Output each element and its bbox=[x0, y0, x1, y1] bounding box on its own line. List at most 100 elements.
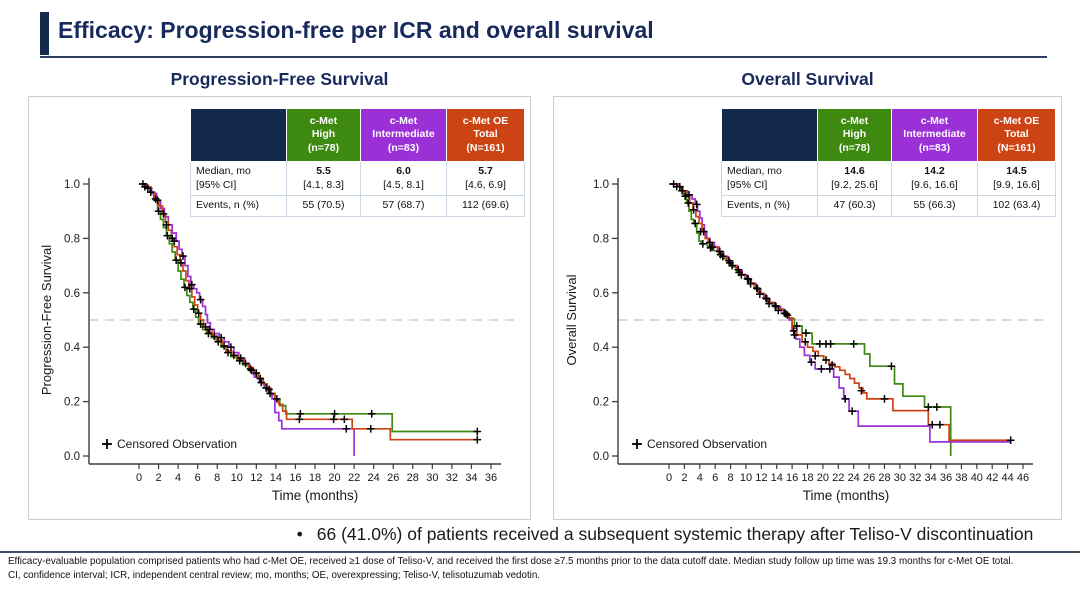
median-value-cell: 14.6 [9.2, 25.6] bbox=[817, 160, 892, 197]
row-label-median: Median, mo [95% CI] bbox=[190, 160, 287, 197]
svg-text:0: 0 bbox=[666, 472, 672, 484]
svg-text:28: 28 bbox=[878, 472, 890, 484]
svg-text:20: 20 bbox=[328, 472, 340, 484]
censored-legend: Censored Observation bbox=[102, 437, 237, 451]
table-header-c-met-intermediate-n-83: c-Met Intermediate (n=83) bbox=[360, 108, 447, 162]
censor-marks-c-met-intermediate bbox=[144, 184, 351, 433]
svg-text:1.0: 1.0 bbox=[64, 179, 80, 191]
svg-text:38: 38 bbox=[955, 472, 967, 484]
x-axis-title: Time (months) bbox=[272, 488, 359, 503]
pfs-km-plot: 0.00.20.40.60.81.00 2 4 6 8 10 12 14 16 18 20 22 24 2… bbox=[39, 178, 517, 503]
os-stats-table: c-Met High (n=78) c-Met Intermediate (n=8… bbox=[721, 108, 1056, 217]
svg-text:22: 22 bbox=[348, 472, 360, 484]
svg-text:36: 36 bbox=[485, 472, 497, 484]
footnotes: Efficacy-evaluable population comprised … bbox=[8, 556, 1072, 583]
median-value-cell: 5.7 [4.6, 6.9] bbox=[446, 160, 525, 197]
svg-text:28: 28 bbox=[407, 472, 419, 484]
table-header-c-met-intermediate-n-83: c-Met Intermediate (n=83) bbox=[891, 108, 978, 162]
x-axis: 0 2 4 6 8 10 12 14 16 18 20 22 24 26 28 30 32 34 36 38 40 42 4… bbox=[618, 463, 1033, 484]
footnote-divider bbox=[0, 551, 1080, 553]
os-km-plot: 0.00.20.40.60.81.00 2 4 6 8 10 12 14 16 18 20 22 24 2… bbox=[564, 178, 1049, 503]
x-axis-title: Time (months) bbox=[803, 488, 890, 503]
svg-text:42: 42 bbox=[986, 472, 998, 484]
svg-text:8: 8 bbox=[728, 472, 734, 484]
svg-text:0.4: 0.4 bbox=[64, 342, 81, 354]
events-value-cell: 57 (68.7) bbox=[360, 195, 447, 217]
pfs-chart-panel: 0.0 0.2 0.4 0.6 0.8 1.0 0 2 4 6 8 10 12 14 16 18 20 22 24 2… bbox=[28, 96, 531, 520]
pfs-chart-title: Progression-Free Survival bbox=[170, 69, 389, 89]
censor-marks-c-met-oe-total bbox=[672, 182, 1015, 445]
svg-text:14: 14 bbox=[771, 472, 783, 484]
bullet-text: 66 (41.0%) of patients received a subseq… bbox=[316, 524, 1034, 544]
os-chart-title: Overall Survival bbox=[741, 69, 874, 89]
table-header-c-met-high-n-78: c-Met High (n=78) bbox=[817, 108, 892, 162]
svg-text:40: 40 bbox=[971, 472, 983, 484]
row-label-events: Events, n (%) bbox=[190, 195, 287, 217]
svg-text:Censored Observation: Censored Observation bbox=[647, 437, 767, 451]
svg-text:20: 20 bbox=[817, 472, 829, 484]
events-value-cell: 47 (60.3) bbox=[817, 195, 892, 217]
svg-text:0.8: 0.8 bbox=[64, 233, 80, 245]
svg-text:10: 10 bbox=[231, 472, 243, 484]
table-header-c-met-high-n-78: c-Met High (n=78) bbox=[286, 108, 361, 162]
svg-text:18: 18 bbox=[801, 472, 813, 484]
bullet-marker: • bbox=[296, 524, 303, 544]
km-curve-c-met-oe-total bbox=[669, 183, 1011, 442]
svg-text:1.0: 1.0 bbox=[593, 179, 609, 191]
y-axis-title: Overall Survival bbox=[564, 274, 579, 365]
y-axis: 0.0 0.2 0.4 0.6 0.8 1.0 bbox=[64, 178, 90, 464]
svg-text:30: 30 bbox=[426, 472, 438, 484]
events-value-cell: 102 (63.4) bbox=[977, 195, 1056, 217]
svg-text:0.6: 0.6 bbox=[593, 288, 609, 300]
table-corner-cell bbox=[190, 108, 287, 162]
svg-text:0.2: 0.2 bbox=[64, 397, 80, 409]
svg-text:2: 2 bbox=[155, 472, 161, 484]
median-value-cell: 6.0 [4.5, 8.1] bbox=[360, 160, 447, 197]
censor-marks-c-met-high bbox=[139, 180, 482, 436]
svg-text:26: 26 bbox=[387, 472, 399, 484]
svg-text:30: 30 bbox=[894, 472, 906, 484]
svg-text:2: 2 bbox=[681, 472, 687, 484]
row-label-median: Median, mo [95% CI] bbox=[721, 160, 818, 197]
svg-text:6: 6 bbox=[195, 472, 201, 484]
table-header-c-met-oe-total-n-161: c-Met OE Total (N=161) bbox=[446, 108, 525, 162]
svg-text:34: 34 bbox=[925, 472, 937, 484]
subsequent-therapy-bullet: • 66 (41.0%) of patients received a subse… bbox=[250, 524, 1080, 545]
events-value-cell: 55 (70.5) bbox=[286, 195, 361, 217]
svg-text:32: 32 bbox=[909, 472, 921, 484]
title-accent-bar bbox=[40, 12, 49, 55]
svg-text:0: 0 bbox=[136, 472, 142, 484]
svg-text:4: 4 bbox=[175, 472, 181, 484]
table-header-c-met-oe-total-n-161: c-Met OE Total (N=161) bbox=[977, 108, 1056, 162]
svg-text:8: 8 bbox=[214, 472, 220, 484]
km-curve-c-met-high bbox=[139, 183, 478, 433]
svg-text:18: 18 bbox=[309, 472, 321, 484]
median-value-cell: 14.5 [9.9, 16.6] bbox=[977, 160, 1056, 197]
svg-text:26: 26 bbox=[863, 472, 875, 484]
x-axis: 0 2 4 6 8 10 12 14 16 18 20 22 24 26 28 30 32 34 36 bbox=[89, 463, 501, 484]
footnote-population: Efficacy-evaluable population comprised … bbox=[8, 556, 1014, 567]
svg-text:24: 24 bbox=[368, 472, 380, 484]
svg-text:24: 24 bbox=[848, 472, 860, 484]
svg-text:10: 10 bbox=[740, 472, 752, 484]
svg-text:0.0: 0.0 bbox=[593, 451, 609, 463]
svg-text:16: 16 bbox=[786, 472, 798, 484]
pfs-stats-table: c-Met High (n=78) c-Met Intermediate (n=8… bbox=[190, 108, 525, 217]
svg-text:16: 16 bbox=[289, 472, 301, 484]
svg-text:46: 46 bbox=[1017, 472, 1029, 484]
km-curve-c-met-intermediate bbox=[669, 183, 1011, 443]
svg-text:Censored Observation: Censored Observation bbox=[117, 437, 237, 451]
svg-text:22: 22 bbox=[832, 472, 844, 484]
svg-text:0.0: 0.0 bbox=[64, 451, 80, 463]
km-curve-c-met-oe-total bbox=[139, 183, 478, 441]
svg-text:12: 12 bbox=[250, 472, 262, 484]
events-value-cell: 55 (66.3) bbox=[891, 195, 978, 217]
svg-text:4: 4 bbox=[697, 472, 703, 484]
svg-text:34: 34 bbox=[465, 472, 477, 484]
page-title: Efficacy: Progression-free per ICR and o… bbox=[58, 17, 654, 43]
title-underline bbox=[40, 56, 1047, 58]
svg-text:0.4: 0.4 bbox=[593, 342, 610, 354]
censored-legend: Censored Observation bbox=[632, 437, 767, 451]
events-value-cell: 112 (69.6) bbox=[446, 195, 525, 217]
